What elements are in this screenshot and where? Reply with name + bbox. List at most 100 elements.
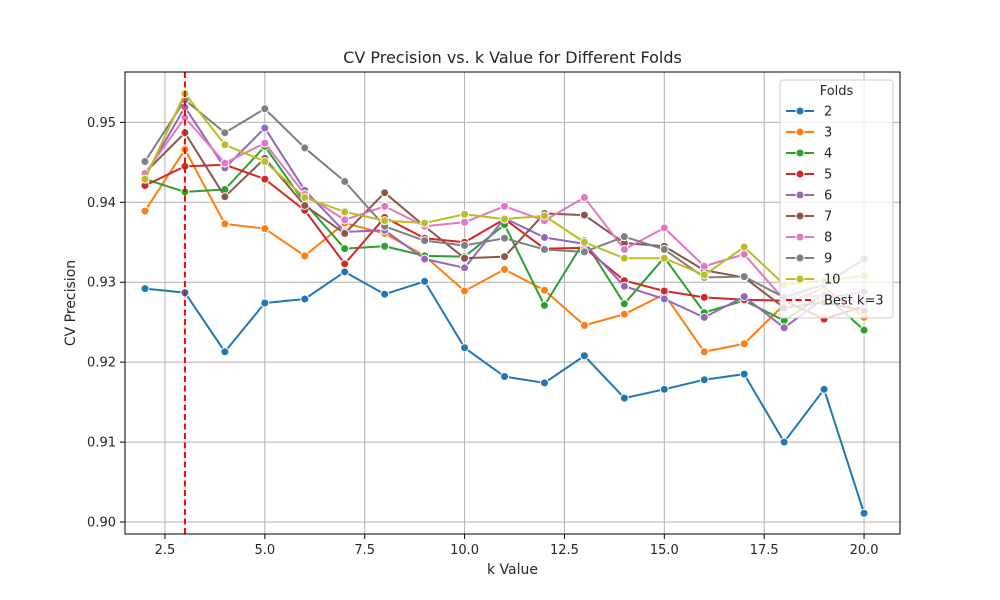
data-point xyxy=(460,343,470,353)
data-point xyxy=(619,309,629,319)
legend: Folds 2 3 4 5 6 7 8 9 10 Best k=3 xyxy=(779,79,894,319)
legend-marker xyxy=(795,274,805,284)
data-point xyxy=(539,285,549,295)
data-point xyxy=(500,372,510,382)
plot-frame xyxy=(124,71,901,535)
data-point xyxy=(619,232,629,242)
legend-marker xyxy=(795,148,805,158)
x-tick-label: 10.0 xyxy=(450,543,479,558)
legend-label: 10 xyxy=(824,273,841,288)
y-axis-ticks: 0.90 0.91 0.92 0.93 0.94 0.95 xyxy=(87,116,125,531)
data-point xyxy=(659,384,669,394)
y-tick-label: 0.90 xyxy=(87,516,116,531)
chart-title: CV Precision vs. k Value for Different F… xyxy=(343,48,682,67)
data-point xyxy=(340,228,350,238)
data-point xyxy=(500,214,510,224)
series-line-2 xyxy=(144,270,865,514)
data-point xyxy=(699,270,709,280)
data-point xyxy=(779,437,789,447)
data-point xyxy=(220,128,230,138)
data-point xyxy=(579,247,589,257)
x-tick-label: 5.0 xyxy=(254,543,275,558)
data-point xyxy=(659,253,669,263)
x-axis-label: k Value xyxy=(487,562,538,578)
data-point xyxy=(340,244,350,254)
legend-item-2: 2 xyxy=(786,105,832,120)
data-point xyxy=(140,206,150,216)
data-point xyxy=(340,215,350,225)
data-point xyxy=(380,289,390,299)
legend-marker xyxy=(795,211,805,221)
data-point xyxy=(699,292,709,302)
data-point xyxy=(140,157,150,167)
data-point xyxy=(859,325,869,335)
data-point xyxy=(859,508,869,518)
x-tick-label: 20.0 xyxy=(850,543,879,558)
data-point xyxy=(539,378,549,388)
legend-label: 6 xyxy=(824,189,832,204)
data-point xyxy=(380,201,390,211)
legend-label: 5 xyxy=(824,168,832,183)
data-point xyxy=(739,339,749,349)
legend-item-6: 6 xyxy=(786,189,832,204)
data-point xyxy=(500,264,510,274)
y-tick-label: 0.91 xyxy=(87,436,116,451)
data-point xyxy=(380,188,390,198)
x-tick-label: 7.5 xyxy=(354,543,375,558)
data-point xyxy=(380,241,390,251)
data-point xyxy=(460,217,470,227)
data-point xyxy=(300,192,310,202)
data-point xyxy=(220,192,230,202)
data-point xyxy=(739,292,749,302)
data-point xyxy=(140,174,150,184)
legend-marker xyxy=(795,253,805,263)
data-point xyxy=(619,244,629,254)
y-tick-label: 0.93 xyxy=(87,276,116,291)
data-point xyxy=(579,351,589,361)
legend-title: Folds xyxy=(820,84,854,99)
data-point xyxy=(619,393,629,403)
legend-marker xyxy=(795,190,805,200)
data-point xyxy=(220,347,230,357)
data-point xyxy=(500,201,510,211)
data-point xyxy=(420,236,430,246)
data-point xyxy=(460,240,470,250)
legend-label: 4 xyxy=(824,147,832,162)
data-point xyxy=(340,207,350,217)
y-tick-label: 0.92 xyxy=(87,356,116,371)
data-point xyxy=(420,276,430,286)
data-point xyxy=(260,298,270,308)
data-point xyxy=(539,211,549,221)
x-tick-label: 17.5 xyxy=(750,543,779,558)
data-point xyxy=(340,267,350,277)
series-2 xyxy=(140,267,869,518)
legend-items: 2 3 4 5 6 7 8 9 10 Best k=3 xyxy=(786,105,884,309)
x-tick-label: 2.5 xyxy=(155,543,176,558)
data-point xyxy=(220,158,230,168)
data-point xyxy=(539,300,549,310)
data-point xyxy=(420,254,430,264)
y-axis-label: CV Precision xyxy=(63,260,79,346)
data-point xyxy=(819,384,829,394)
y-tick-label: 0.95 xyxy=(87,116,116,131)
data-point xyxy=(260,157,270,167)
data-point xyxy=(699,312,709,322)
data-point xyxy=(260,174,270,184)
y-tick-label: 0.94 xyxy=(87,196,116,211)
data-point xyxy=(300,143,310,153)
data-point xyxy=(300,294,310,304)
legend-label: Best k=3 xyxy=(824,294,884,309)
data-point xyxy=(140,284,150,294)
legend-label: 3 xyxy=(824,126,832,141)
legend-item-3: 3 xyxy=(786,126,832,141)
data-point xyxy=(460,209,470,219)
data-point xyxy=(619,253,629,263)
data-point xyxy=(659,294,669,304)
x-tick-label: 12.5 xyxy=(550,543,579,558)
legend-item-5: 5 xyxy=(786,168,832,183)
data-point xyxy=(220,219,230,229)
series-lines xyxy=(140,89,869,518)
data-point xyxy=(579,237,589,247)
legend-item-9: 9 xyxy=(786,252,832,267)
x-tick-label: 15.0 xyxy=(650,543,679,558)
